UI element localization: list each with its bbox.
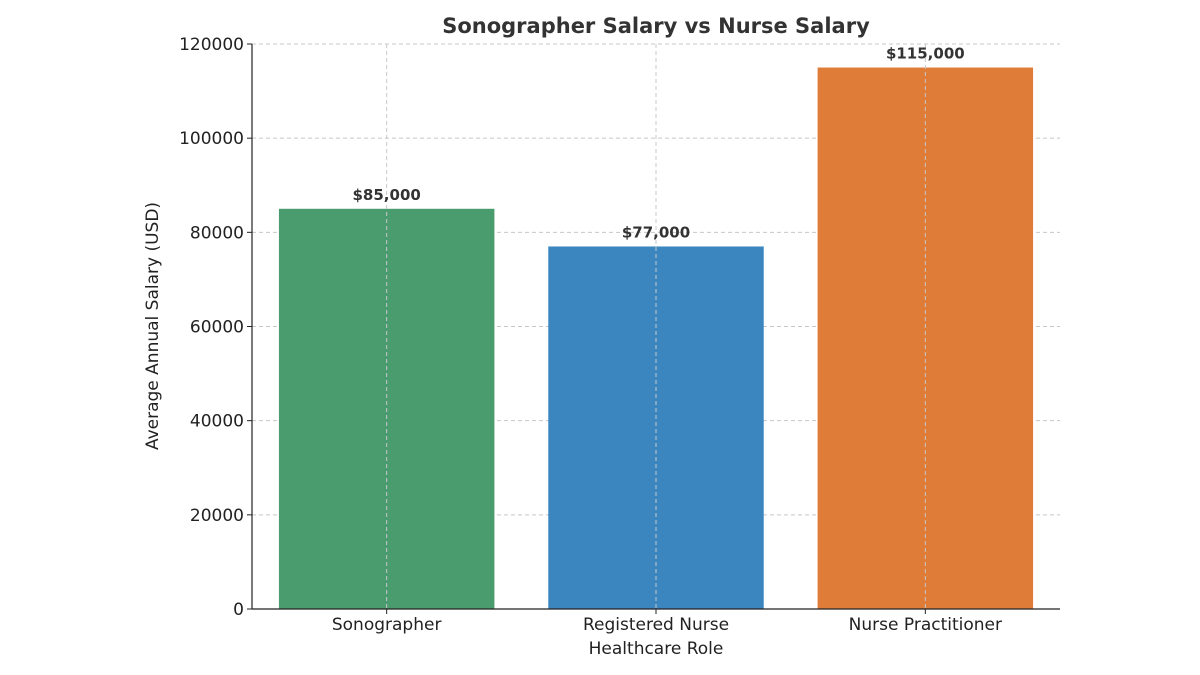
bar-value-label: $77,000 (622, 223, 690, 241)
bar (548, 246, 764, 610)
x-tick-label: Sonographer (332, 615, 442, 635)
data-labels: $85,000 $77,000 $115,000 (353, 44, 965, 609)
y-tick-label: 60000 (190, 318, 244, 338)
bar-value-label: $115,000 (886, 45, 965, 63)
axes: 0 20000 40000 60000 80000 100000 120000 Sonogra… (179, 35, 1060, 635)
y-tick-label: 120000 (179, 35, 244, 55)
y-tick-label: 40000 (190, 412, 244, 432)
bar-value-label: $85,000 (353, 186, 421, 204)
x-axis-label: Healthcare Role (589, 639, 724, 659)
y-tick-label: 100000 (179, 129, 244, 149)
y-tick-label: 20000 (190, 506, 244, 526)
x-tick-label: Nurse Practitioner (849, 615, 1002, 635)
chart-title: Sonographer Salary vs Nurse Salary (442, 14, 870, 38)
y-tick-label: 80000 (190, 223, 244, 243)
y-tick-label: 0 (233, 600, 244, 620)
y-axis-label: Average Annual Salary (USD) (143, 202, 163, 450)
x-tick-label: Registered Nurse (583, 615, 729, 635)
